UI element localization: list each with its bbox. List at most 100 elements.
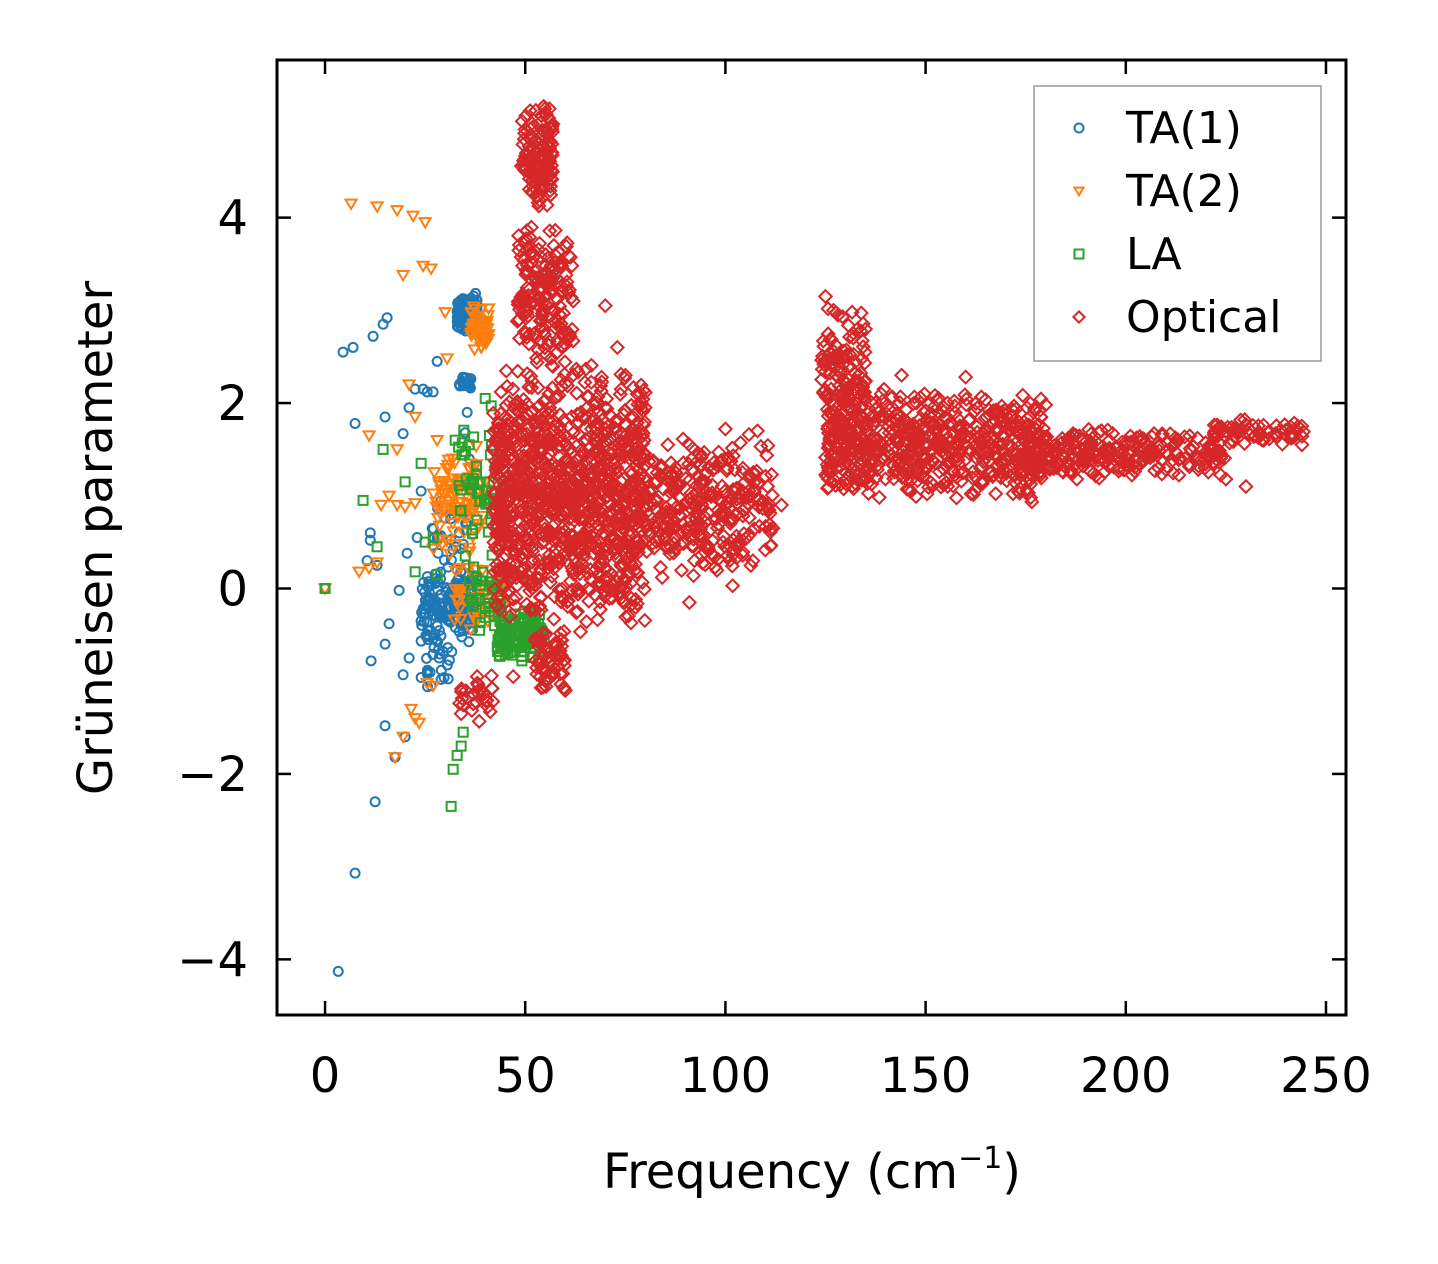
data-point — [538, 106, 554, 123]
data-point — [511, 301, 528, 318]
data-point — [863, 465, 879, 481]
data-point — [666, 512, 682, 529]
data-point — [537, 392, 553, 409]
data-point — [571, 414, 587, 431]
data-point — [912, 467, 928, 484]
data-point — [387, 752, 403, 765]
data-point — [604, 506, 620, 523]
data-point — [349, 867, 361, 879]
data-point — [562, 533, 578, 549]
data-point — [527, 616, 539, 628]
data-point — [842, 468, 858, 484]
data-point — [529, 506, 545, 522]
data-point — [573, 442, 590, 458]
data-point — [492, 470, 508, 486]
data-point — [365, 655, 377, 667]
legend-item: LA — [1073, 229, 1182, 280]
data-point — [540, 473, 556, 489]
data-point — [1182, 428, 1198, 444]
data-point — [722, 515, 738, 532]
data-point — [1121, 445, 1137, 461]
data-point — [724, 578, 741, 594]
data-point — [840, 388, 857, 404]
data-point — [579, 528, 595, 545]
data-point — [964, 470, 981, 486]
data-point — [621, 507, 637, 523]
data-point — [544, 144, 560, 161]
data-point — [587, 587, 603, 603]
data-point — [429, 435, 445, 448]
data-point — [652, 467, 669, 483]
data-point — [732, 435, 749, 451]
data-point — [577, 374, 593, 391]
data-point — [532, 470, 548, 487]
data-point — [741, 470, 758, 486]
data-point — [343, 198, 359, 211]
data-point — [957, 369, 974, 385]
series-ta-2- — [317, 198, 511, 765]
data-point — [494, 502, 510, 518]
data-point — [974, 476, 990, 492]
data-point — [397, 669, 409, 681]
data-point — [449, 594, 464, 607]
data-point — [717, 421, 734, 437]
data-point — [578, 614, 595, 630]
data-point — [672, 500, 688, 517]
data-point — [509, 414, 525, 430]
data-point — [518, 265, 535, 282]
data-point — [635, 417, 652, 433]
data-point — [544, 442, 561, 459]
data-point — [403, 703, 419, 717]
data-point — [545, 526, 561, 543]
data-point — [568, 415, 585, 431]
data-point — [401, 379, 417, 392]
data-point — [639, 543, 655, 560]
data-point — [903, 483, 919, 500]
data-point — [535, 534, 552, 550]
data-point — [613, 381, 629, 397]
data-point — [872, 409, 888, 425]
data-point — [447, 763, 459, 775]
data-point — [543, 350, 559, 366]
data-point — [407, 498, 423, 511]
data-point — [547, 222, 563, 239]
data-point — [936, 461, 952, 478]
data-point — [395, 731, 411, 745]
data-point — [499, 423, 515, 439]
data-point — [612, 386, 628, 402]
data-point — [570, 558, 587, 574]
data-point — [532, 598, 548, 614]
data-point — [583, 357, 600, 374]
data-point — [609, 339, 625, 356]
data-point — [733, 487, 750, 503]
data-point — [625, 431, 641, 447]
data-point — [393, 584, 405, 596]
data-point — [538, 144, 555, 161]
data-point — [565, 333, 581, 349]
data-point — [663, 539, 679, 555]
data-point — [534, 515, 551, 531]
data-point — [501, 582, 517, 599]
data-point — [547, 254, 563, 271]
data-point — [915, 468, 931, 485]
data-point — [465, 531, 481, 544]
data-point — [745, 553, 761, 569]
data-point — [531, 553, 547, 569]
y-tick-label: −2 — [177, 747, 248, 803]
data-point — [635, 391, 651, 407]
data-point — [867, 395, 884, 411]
data-point — [845, 330, 861, 346]
data-point — [470, 677, 486, 693]
data-point — [818, 389, 834, 405]
data-point — [519, 280, 535, 296]
data-point — [843, 413, 859, 430]
data-point — [716, 528, 732, 544]
data-point — [562, 536, 578, 552]
data-point — [847, 442, 863, 458]
data-point — [423, 263, 439, 276]
data-point — [681, 594, 698, 611]
data-point — [594, 576, 610, 592]
data-point — [337, 346, 349, 358]
data-point — [690, 505, 706, 521]
data-point — [415, 635, 427, 647]
